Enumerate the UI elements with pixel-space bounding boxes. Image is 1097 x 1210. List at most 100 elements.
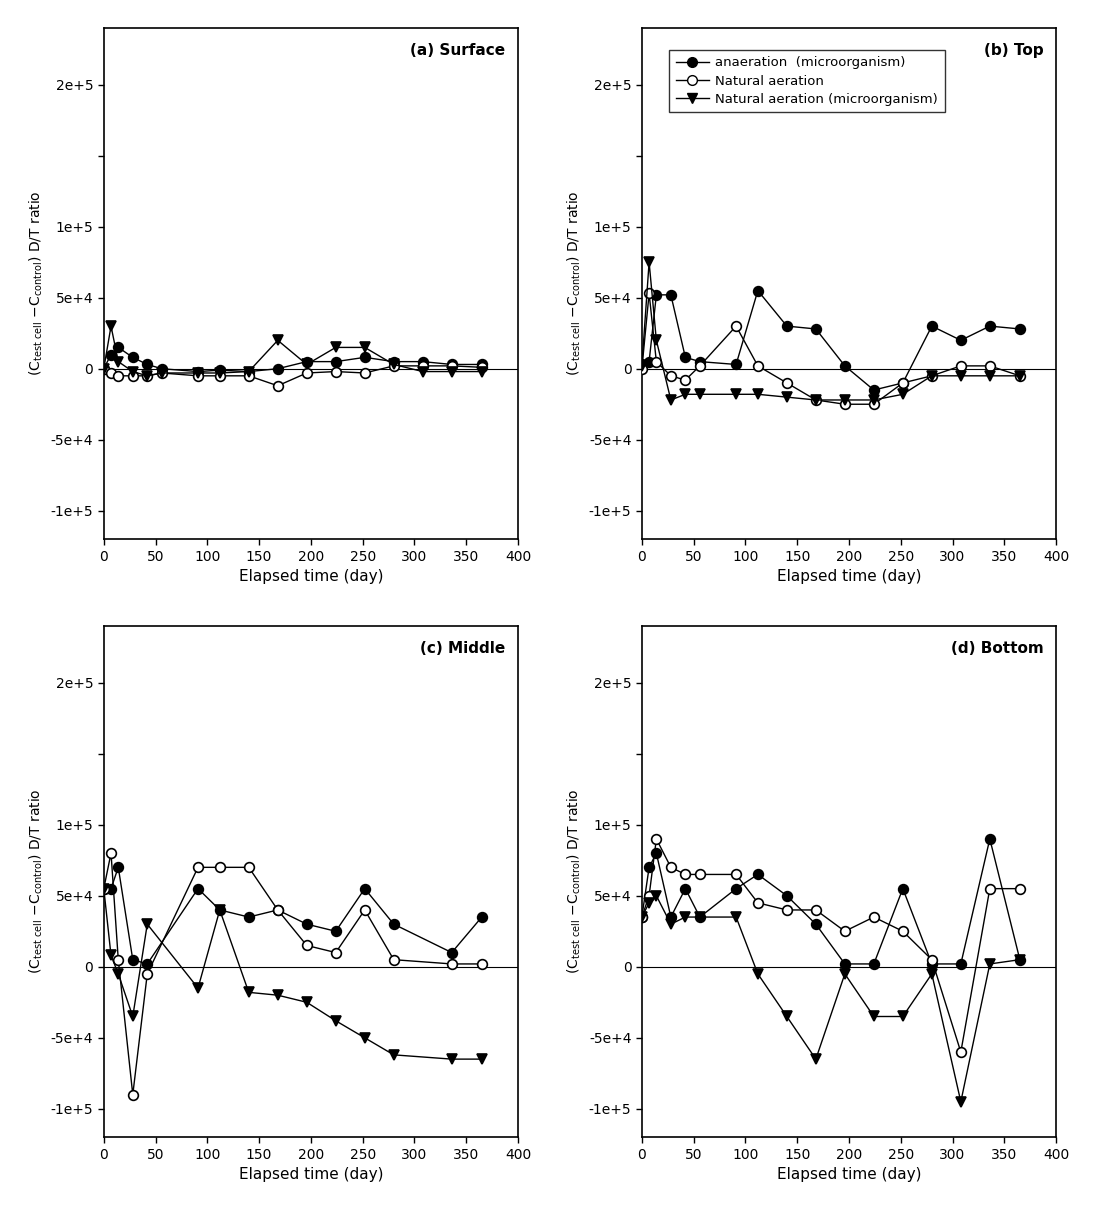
Natural aeration (microorganism) — [112, 967, 125, 981]
Natural aeration — [329, 364, 342, 379]
Natural aeration — [730, 868, 743, 882]
Natural aeration — [838, 397, 851, 411]
anaeration (microorganism) — [271, 362, 284, 376]
Natural aeration (microorganism) — [358, 340, 371, 355]
Natural aeration — [213, 369, 226, 384]
anaeration (microorganism) — [925, 957, 938, 972]
Natural aeration (microorganism) — [301, 357, 314, 371]
Natural aeration — [126, 1088, 139, 1102]
Natural aeration (microorganism) — [925, 369, 938, 384]
Natural aeration (microorganism) — [810, 1051, 823, 1066]
X-axis label: Elapsed time (day): Elapsed time (day) — [239, 569, 383, 584]
anaeration (microorganism) — [868, 957, 881, 972]
Line: anaeration  (microorganism): anaeration (microorganism) — [637, 286, 1025, 394]
Natural aeration (microorganism) — [271, 987, 284, 1002]
Natural aeration (microorganism) — [140, 917, 154, 932]
Natural aeration (microorganism) — [475, 1051, 488, 1066]
Natural aeration (microorganism) — [780, 390, 793, 404]
Natural aeration — [104, 365, 117, 380]
Natural aeration — [649, 831, 663, 846]
Natural aeration (microorganism) — [445, 1051, 459, 1066]
Natural aeration — [649, 355, 663, 369]
Natural aeration (microorganism) — [983, 957, 996, 972]
anaeration  (microorganism) — [679, 350, 692, 364]
Natural aeration — [751, 358, 765, 373]
Natural aeration (microorganism) — [192, 365, 205, 380]
Line: Natural aeration: Natural aeration — [99, 361, 487, 391]
Natural aeration (microorganism) — [643, 255, 656, 270]
Natural aeration — [358, 903, 371, 917]
Natural aeration — [925, 952, 938, 967]
anaeration (microorganism) — [301, 355, 314, 369]
anaeration (microorganism) — [329, 355, 342, 369]
Natural aeration (microorganism) — [730, 910, 743, 924]
Natural aeration — [104, 846, 117, 860]
anaeration (microorganism) — [810, 917, 823, 932]
Natural aeration (microorganism) — [896, 387, 909, 402]
Natural aeration (microorganism) — [649, 333, 663, 347]
Natural aeration — [954, 1044, 968, 1059]
Natural aeration — [271, 379, 284, 393]
Natural aeration (microorganism) — [730, 387, 743, 402]
Natural aeration (microorganism) — [649, 888, 663, 903]
Natural aeration (microorganism) — [896, 1009, 909, 1024]
Natural aeration (microorganism) — [104, 319, 117, 334]
anaeration  (microorganism) — [810, 322, 823, 336]
Natural aeration (microorganism) — [780, 1009, 793, 1024]
anaeration  (microorganism) — [751, 283, 765, 298]
anaeration  (microorganism) — [649, 288, 663, 302]
Natural aeration (microorganism) — [301, 995, 314, 1009]
Natural aeration (microorganism) — [983, 369, 996, 384]
Natural aeration — [896, 924, 909, 939]
anaeration (microorganism) — [242, 910, 256, 924]
Natural aeration — [780, 903, 793, 917]
Natural aeration — [780, 375, 793, 390]
Line: Natural aeration (microorganism): Natural aeration (microorganism) — [637, 258, 1025, 405]
Natural aeration (microorganism) — [693, 387, 706, 402]
Y-axis label: ($\mathregular{C_{test\ cell}}$ $-$$\mathregular{C_{control}}$) D/T ratio: ($\mathregular{C_{test\ cell}}$ $-$$\mat… — [566, 191, 584, 376]
Natural aeration — [387, 358, 400, 373]
anaeration (microorganism) — [213, 363, 226, 378]
anaeration (microorganism) — [112, 340, 125, 355]
Natural aeration — [693, 868, 706, 882]
anaeration (microorganism) — [475, 357, 488, 371]
anaeration  (microorganism) — [693, 355, 706, 369]
Text: (a) Surface: (a) Surface — [410, 44, 506, 58]
Legend: anaeration  (microorganism), Natural aeration, Natural aeration (microorganism): anaeration (microorganism), Natural aera… — [669, 50, 945, 113]
anaeration (microorganism) — [126, 350, 139, 364]
Natural aeration (microorganism) — [329, 1014, 342, 1028]
anaeration (microorganism) — [693, 910, 706, 924]
Natural aeration (microorganism) — [810, 393, 823, 408]
Natural aeration (microorganism) — [98, 881, 111, 895]
anaeration (microorganism) — [387, 355, 400, 369]
Line: Natural aeration: Natural aeration — [99, 848, 487, 1100]
Natural aeration (microorganism) — [751, 967, 765, 981]
anaeration (microorganism) — [140, 957, 154, 972]
Natural aeration (microorganism) — [868, 393, 881, 408]
Natural aeration — [679, 373, 692, 387]
Natural aeration (microorganism) — [665, 393, 678, 408]
anaeration (microorganism) — [445, 945, 459, 960]
Text: (b) Top: (b) Top — [984, 44, 1043, 58]
Natural aeration — [155, 365, 168, 380]
anaeration (microorganism) — [649, 846, 663, 860]
Natural aeration — [751, 895, 765, 910]
Natural aeration (microorganism) — [679, 910, 692, 924]
anaeration (microorganism) — [155, 362, 168, 376]
Natural aeration — [1014, 369, 1027, 384]
Natural aeration — [1014, 881, 1027, 895]
Line: Natural aeration (microorganism): Natural aeration (microorganism) — [99, 321, 487, 381]
Natural aeration — [635, 910, 648, 924]
Line: Natural aeration (microorganism): Natural aeration (microorganism) — [99, 883, 487, 1064]
anaeration (microorganism) — [730, 881, 743, 895]
Natural aeration (microorganism) — [1014, 369, 1027, 384]
anaeration (microorganism) — [104, 347, 117, 362]
anaeration (microorganism) — [954, 957, 968, 972]
Natural aeration (microorganism) — [112, 355, 125, 369]
anaeration (microorganism) — [445, 357, 459, 371]
Natural aeration — [868, 397, 881, 411]
Natural aeration (microorganism) — [271, 333, 284, 347]
Natural aeration — [416, 358, 429, 373]
Natural aeration (microorganism) — [954, 1095, 968, 1110]
Y-axis label: ($\mathregular{C_{test\ cell}}$ $-$$\mathregular{C_{control}}$) D/T ratio: ($\mathregular{C_{test\ cell}}$ $-$$\mat… — [566, 789, 584, 974]
